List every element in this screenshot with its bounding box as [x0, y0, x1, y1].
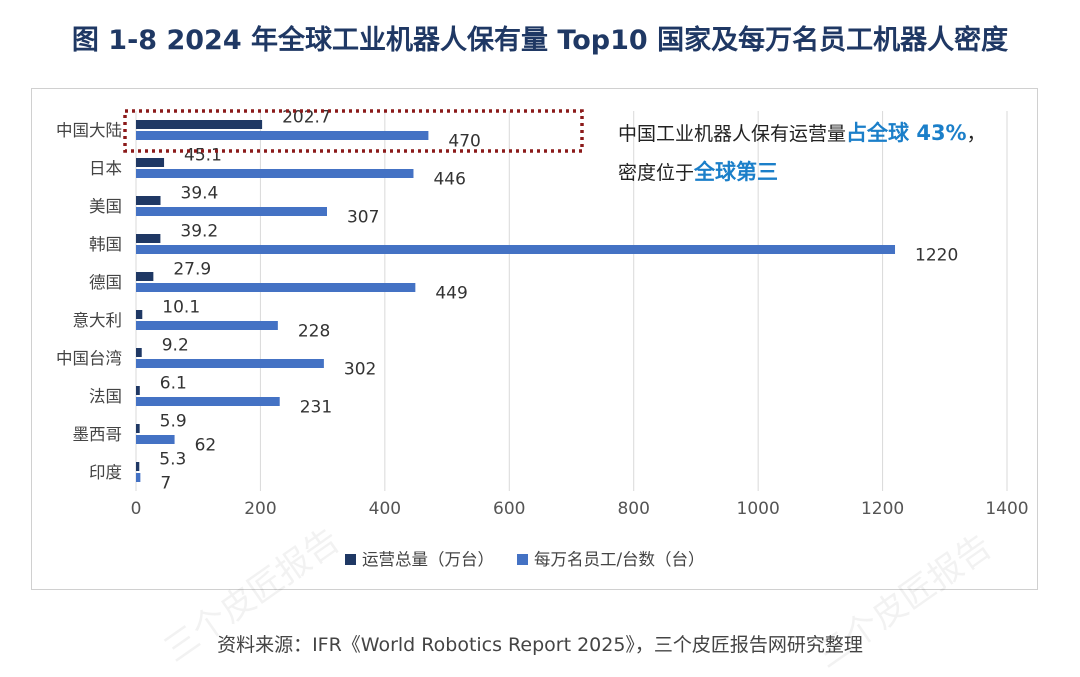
- bar-series-1: [136, 272, 154, 281]
- x-tick-label: 200: [244, 499, 276, 519]
- legend-swatch-series-2: [517, 554, 528, 565]
- data-label: 446: [433, 170, 465, 190]
- bar-series-2: [136, 473, 141, 482]
- bar-series-1: [136, 386, 140, 395]
- bar-series-2: [136, 131, 429, 140]
- callout-text: 中国工业机器人保有运营量: [618, 123, 847, 145]
- callout-highlight: 全球第三: [694, 160, 779, 184]
- callout-line-1: 中国工业机器人保有运营量占全球 43%，: [618, 114, 986, 153]
- source-note: 资料来源：IFR《World Robotics Report 2025》，三个皮…: [217, 634, 863, 656]
- data-label: 449: [435, 284, 467, 304]
- category-label: 意大利: [73, 311, 123, 330]
- bar-series-2: [136, 321, 278, 330]
- bar-chart: 0 200 400 600 800 1000 1200 1400中国大陆202.7470日本4…: [56, 108, 1029, 570]
- data-label: 1220: [915, 246, 958, 266]
- data-label: 5.3: [159, 450, 186, 470]
- legend-swatch-series-1: [345, 554, 356, 565]
- category-label: 墨西哥: [73, 425, 123, 444]
- callout-text: 密度位于: [618, 162, 695, 184]
- callout-line-2: 密度位于全球第三: [618, 153, 986, 192]
- category-label: 印度: [89, 463, 122, 482]
- bar-series-1: [136, 348, 142, 357]
- bar-series-1: [136, 120, 263, 129]
- x-tick-label: 400: [369, 499, 401, 519]
- category-label: 美国: [89, 197, 122, 216]
- data-label: 27.9: [173, 260, 211, 280]
- bar-series-2: [136, 207, 327, 216]
- bar-series-1: [136, 158, 165, 167]
- data-label: 39.2: [180, 222, 218, 242]
- highlight-box: [123, 109, 584, 153]
- data-label: 7: [160, 474, 171, 494]
- bar-series-2: [136, 359, 324, 368]
- data-label: 9.2: [162, 336, 189, 356]
- bar-series-1: [136, 234, 161, 243]
- x-tick-label: 1400: [985, 499, 1028, 519]
- data-label: 470: [448, 132, 480, 152]
- x-tick-label: 0: [131, 499, 142, 519]
- callout-highlight: 占全球 43%: [846, 121, 967, 145]
- callout-text: ，: [966, 123, 986, 145]
- bar-series-1: [136, 196, 161, 205]
- callout-note: 中国工业机器人保有运营量占全球 43%， 密度位于全球第三: [618, 114, 986, 192]
- data-label: 39.4: [181, 184, 219, 204]
- category-label: 德国: [89, 273, 122, 292]
- category-label: 韩国: [89, 235, 122, 254]
- bar-series-1: [136, 462, 140, 471]
- legend-label: 每万名员工/台数（台）: [534, 550, 705, 569]
- data-label: 6.1: [160, 374, 187, 394]
- bar-series-1: [136, 424, 140, 433]
- data-label: 302: [344, 360, 376, 380]
- x-tick-label: 1200: [861, 499, 904, 519]
- bar-series-2: [136, 397, 280, 406]
- data-label: 45.1: [184, 146, 222, 166]
- bar-series-1: [136, 310, 143, 319]
- data-label: 10.1: [162, 298, 200, 318]
- category-label: 中国大陆: [56, 121, 122, 140]
- category-label: 法国: [89, 387, 122, 406]
- data-label: 5.9: [160, 412, 187, 432]
- bar-series-2: [136, 245, 896, 254]
- bar-series-2: [136, 283, 416, 292]
- data-label: 228: [298, 322, 330, 342]
- legend-label: 运营总量（万台）: [362, 550, 494, 569]
- x-tick-label: 1000: [737, 499, 780, 519]
- x-tick-label: 600: [493, 499, 525, 519]
- bar-series-2: [136, 169, 414, 178]
- category-label: 中国台湾: [56, 349, 122, 368]
- chart-title: 图 1-8 2024 年全球工业机器人保有量 Top10 国家及每万名员工机器人…: [71, 25, 1009, 56]
- data-label: 307: [347, 208, 379, 228]
- data-label: 62: [195, 436, 217, 456]
- data-label: 231: [300, 398, 332, 418]
- x-tick-label: 800: [617, 499, 649, 519]
- bar-series-2: [136, 435, 175, 444]
- category-label: 日本: [89, 159, 122, 178]
- chart-frame: 0 200 400 600 800 1000 1200 1400 中国大陆 202.7 470 日本 4…: [31, 88, 1038, 590]
